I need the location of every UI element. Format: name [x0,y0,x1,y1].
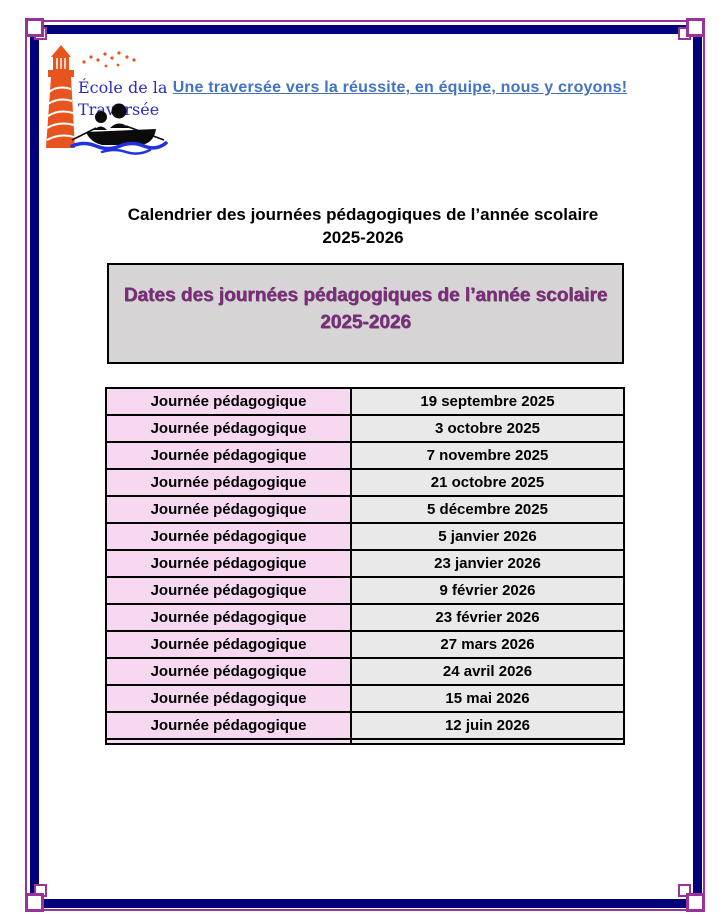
table-row: Journée pédagogique 27 mars 2026 [105,630,625,659]
date-cell: 9 février 2026 [350,576,625,605]
sliver-label-cell [105,738,352,745]
border-corner-bottom-right [686,893,705,912]
day-label-cell: Journée pédagogique [105,711,352,740]
day-label-cell: Journée pédagogique [105,522,352,551]
section-header-line1: Dates des journées pédagogiques de l’ann… [123,285,608,306]
table-row: Journée pédagogique 23 janvier 2026 [105,549,625,578]
pedagogical-days-table: Journée pédagogique 19 septembre 2025 Jo… [105,387,625,745]
section-header-box: Dates des journées pédagogiques de l’ann… [107,263,624,364]
border-corner-top-right [686,18,705,37]
page-border-navy-left [30,36,39,894]
table-row: Journée pédagogique 5 décembre 2025 [105,495,625,524]
tagline-link[interactable]: Une traversée vers la réussite, en équip… [172,79,628,96]
pedagogical-days-table-body: Journée pédagogique 19 septembre 2025 Jo… [105,387,625,740]
day-label-cell: Journée pédagogique [105,657,352,686]
table-bottom-sliver-row [105,738,625,745]
page-border-navy-top [42,25,686,34]
day-label-cell: Journée pédagogique [105,684,352,713]
day-label-cell: Journée pédagogique [105,549,352,578]
lighthouse-icon [46,45,75,148]
table-row: Journée pédagogique 19 septembre 2025 [105,387,625,416]
day-label-cell: Journée pédagogique [105,495,352,524]
table-row: Journée pédagogique 7 novembre 2025 [105,441,625,470]
section-header-line2: 2025-2026 [320,312,411,333]
table-row: Journée pédagogique 24 avril 2026 [105,657,625,686]
rowboat-icon [71,103,165,145]
page-border-navy-bottom [42,899,686,908]
date-cell: 23 février 2026 [350,603,625,632]
day-label-cell: Journée pédagogique [105,468,352,497]
date-cell: 12 juin 2026 [350,711,625,740]
logo-sparkle-dots [82,51,136,68]
logo-text-line1: École de la [78,77,168,97]
day-label-cell: Journée pédagogique [105,414,352,443]
page-border-purple-frame [25,20,705,911]
document-title: Calendrier des journées pédagogiques de … [80,203,646,249]
day-label-cell: Journée pédagogique [105,576,352,605]
date-cell: 27 mars 2026 [350,630,625,659]
table-row: Journée pédagogique 23 février 2026 [105,603,625,632]
day-label-cell: Journée pédagogique [105,387,352,416]
day-label-cell: Journée pédagogique [105,441,352,470]
date-cell: 3 octobre 2025 [350,414,625,443]
document-title-line1: Calendrier des journées pédagogiques de … [127,205,599,224]
document-title-line2: 2025-2026 [322,228,404,247]
day-label-cell: Journée pédagogique [105,603,352,632]
border-corner-top-left [25,18,44,37]
day-label-cell: Journée pédagogique [105,630,352,659]
border-corner-bottom-left [25,893,44,912]
table-row: Journée pédagogique 9 février 2026 [105,576,625,605]
date-cell: 19 septembre 2025 [350,387,625,416]
date-cell: 15 mai 2026 [350,684,625,713]
table-row: Journée pédagogique 5 janvier 2026 [105,522,625,551]
table-row: Journée pédagogique 3 octobre 2025 [105,414,625,443]
water-waves-icon [70,141,168,155]
date-cell: 5 janvier 2026 [350,522,625,551]
date-cell: 7 novembre 2025 [350,441,625,470]
sliver-date-cell [350,738,625,745]
date-cell: 5 décembre 2025 [350,495,625,524]
table-row: Journée pédagogique 21 octobre 2025 [105,468,625,497]
date-cell: 24 avril 2026 [350,657,625,686]
page-border-navy-right [693,36,702,894]
date-cell: 23 janvier 2026 [350,549,625,578]
school-logo: École de la Traversée [46,45,168,155]
date-cell: 21 octobre 2025 [350,468,625,497]
table-row: Journée pédagogique 12 juin 2026 [105,711,625,740]
table-row: Journée pédagogique 15 mai 2026 [105,684,625,713]
